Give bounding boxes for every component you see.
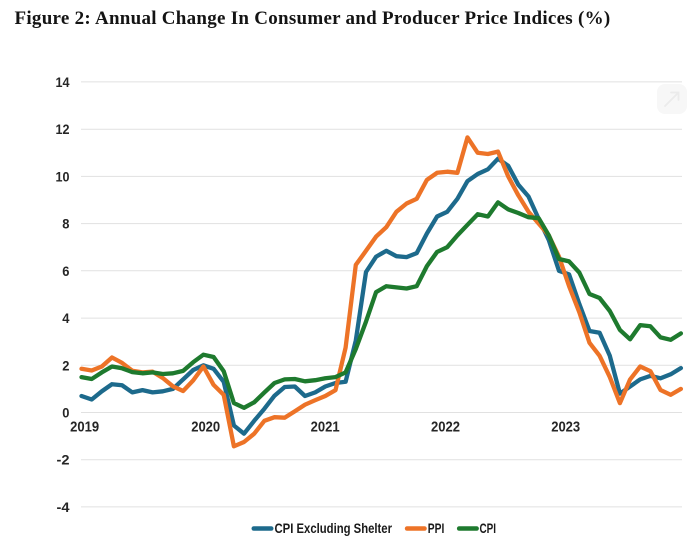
svg-text:12: 12	[56, 121, 70, 137]
svg-text:8: 8	[62, 216, 69, 232]
svg-text:2022: 2022	[431, 419, 460, 436]
svg-text:4: 4	[62, 310, 69, 326]
svg-text:CPI: CPI	[480, 520, 497, 536]
svg-text:-4: -4	[57, 499, 70, 515]
svg-text:6: 6	[62, 263, 69, 279]
svg-text:2019: 2019	[70, 419, 99, 436]
svg-text:14: 14	[56, 74, 70, 90]
svg-text:CPI Excluding Shelter: CPI Excluding Shelter	[275, 520, 393, 536]
svg-text:2023: 2023	[551, 419, 580, 436]
svg-text:2021: 2021	[311, 419, 340, 436]
svg-text:0: 0	[62, 405, 69, 421]
svg-text:PPI: PPI	[428, 520, 445, 536]
svg-text:10: 10	[56, 168, 70, 184]
svg-text:2020: 2020	[191, 419, 220, 436]
svg-text:2: 2	[62, 357, 69, 373]
svg-text:-2: -2	[57, 452, 70, 468]
